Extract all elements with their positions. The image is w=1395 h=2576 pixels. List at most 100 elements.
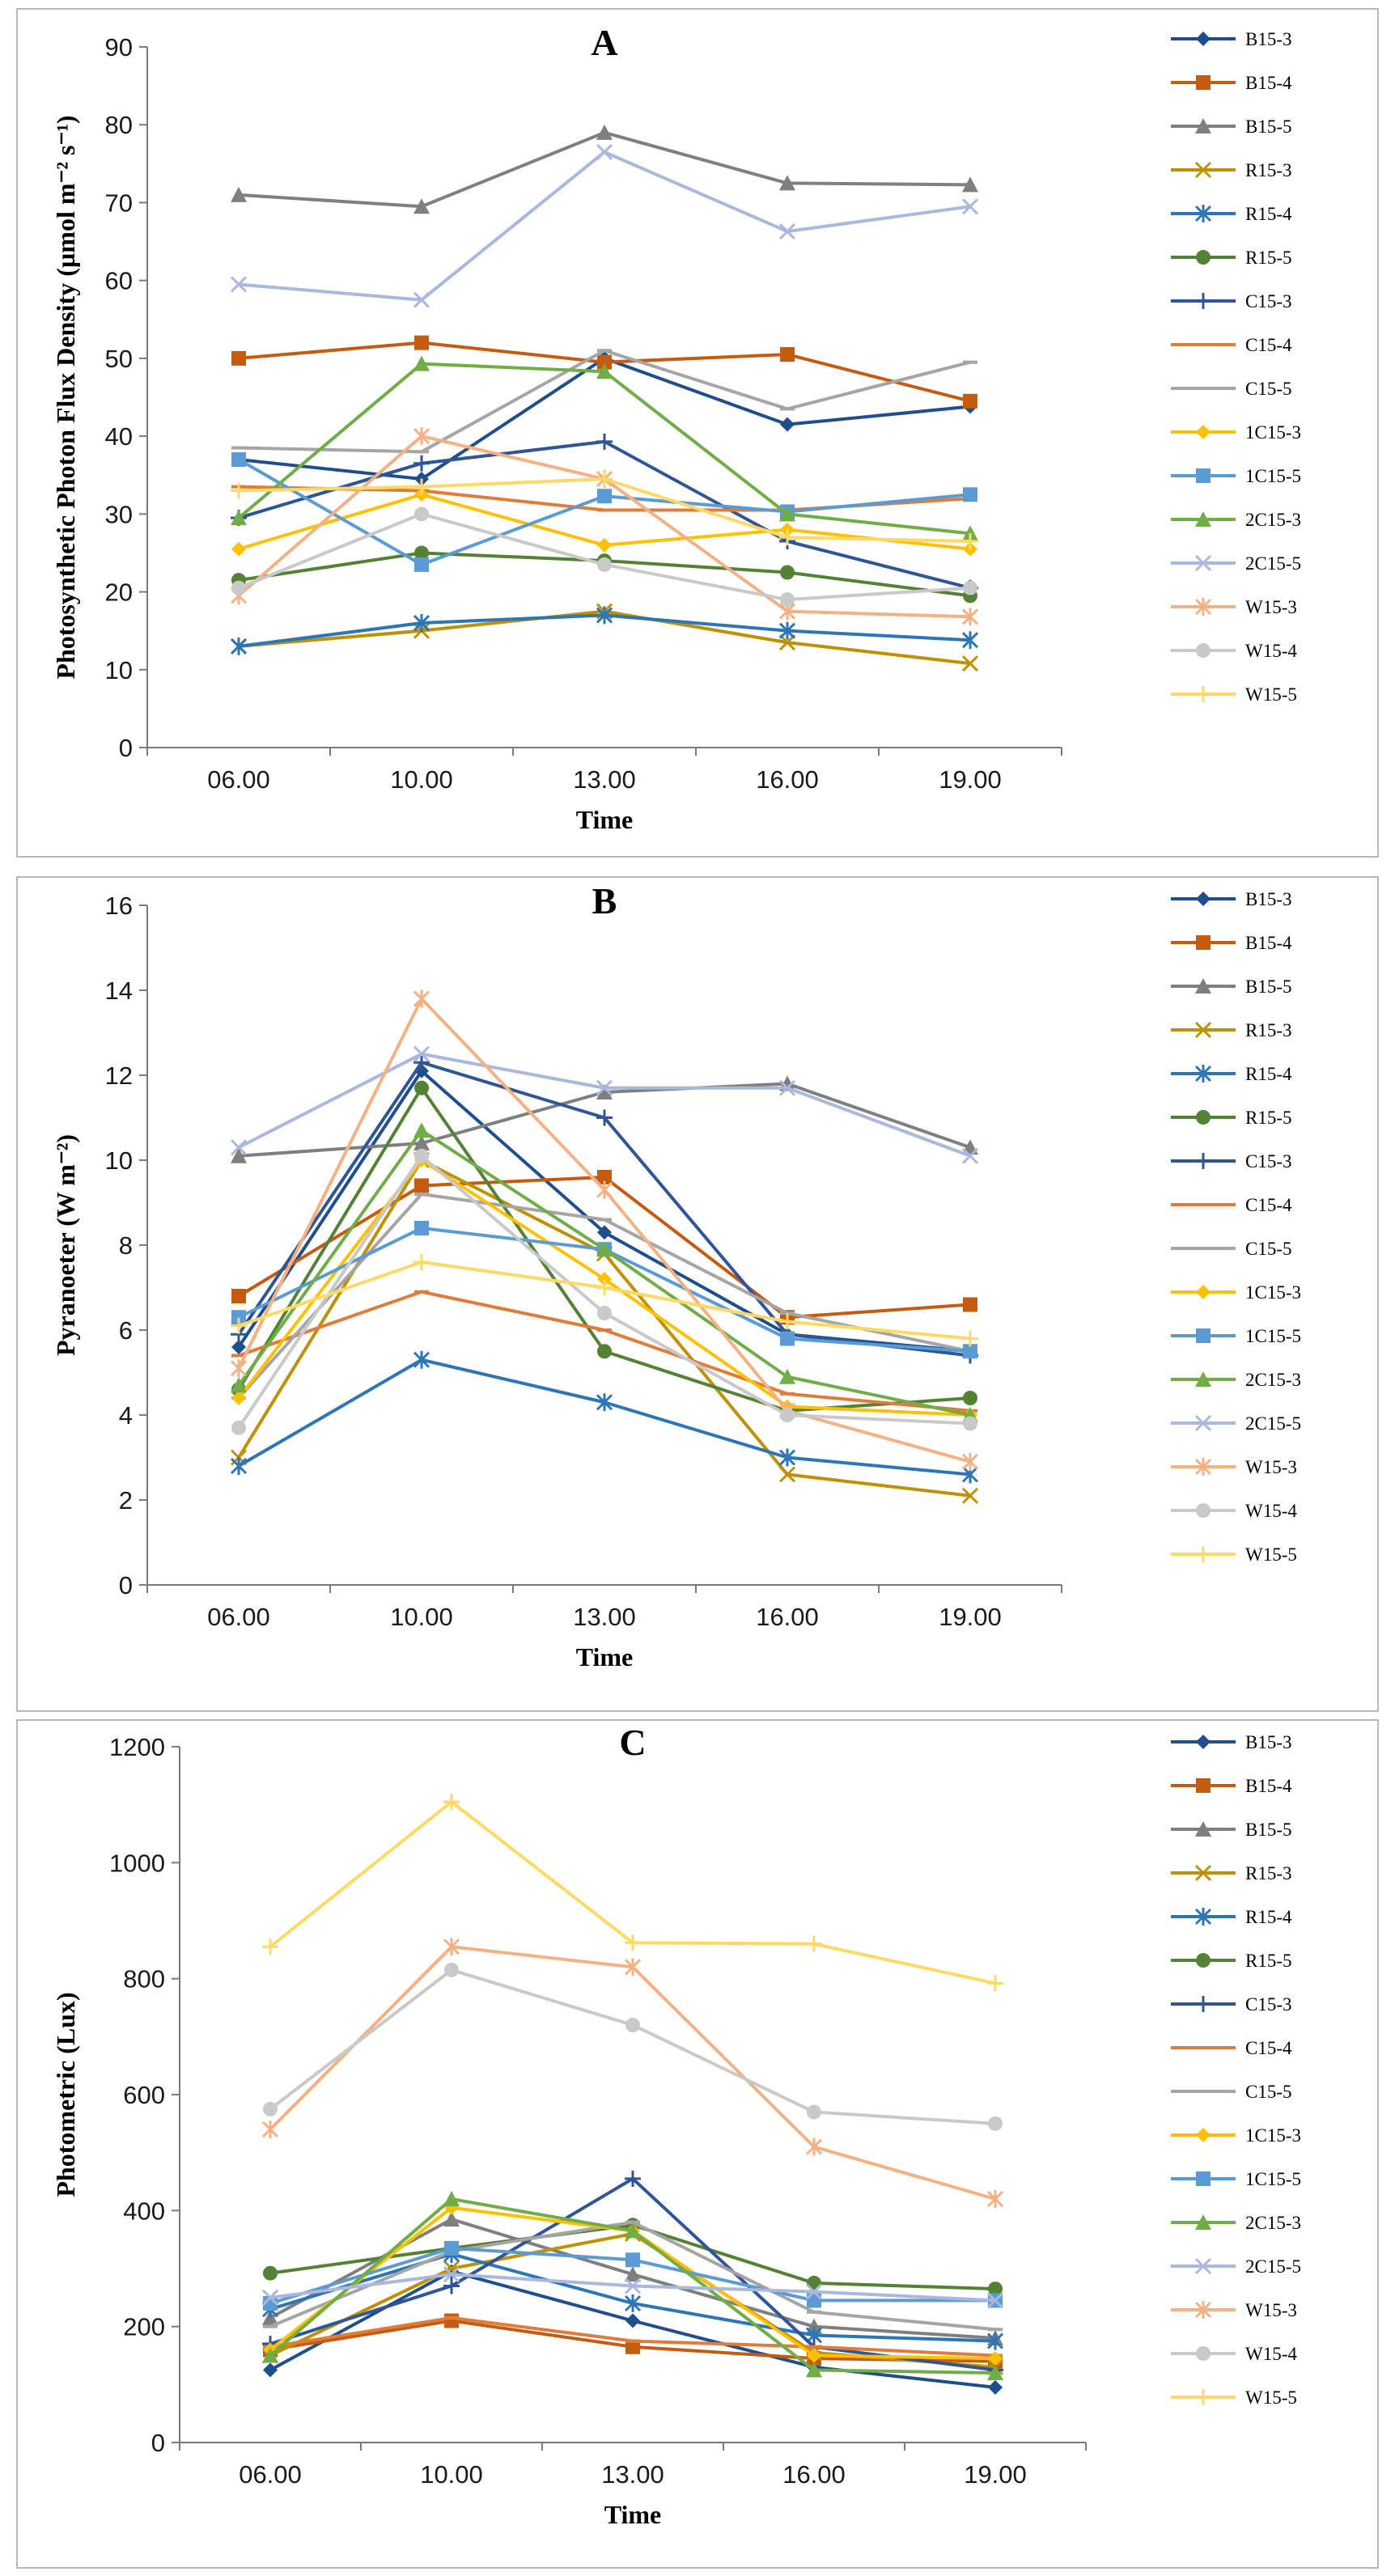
legend-item-r15-3: R15-3: [1171, 1863, 1292, 1883]
data-point: [413, 1350, 430, 1369]
data-point: [778, 222, 796, 240]
data-point: [414, 1178, 429, 1193]
data-point: [443, 1794, 460, 1811]
y-tick-label: 0: [151, 2429, 165, 2457]
data-point: [596, 363, 613, 379]
y-tick-label: 600: [123, 2081, 165, 2109]
data-point: [624, 2277, 642, 2294]
y-tick-label: 10: [105, 1146, 133, 1175]
data-point: [961, 1487, 979, 1504]
data-point: [414, 1221, 429, 1235]
data-point: [230, 1359, 248, 1378]
data-point: [230, 1139, 248, 1156]
legend-label: R15-4: [1245, 204, 1292, 224]
data-point: [261, 2121, 279, 2138]
data-point: [597, 1344, 612, 1359]
legend-marker: [1196, 468, 1211, 483]
legend-label: 2C15-5: [1245, 1413, 1301, 1434]
legend-item-r15-3: R15-3: [1171, 1020, 1292, 1040]
legend-label: B15-3: [1245, 1732, 1292, 1752]
chart-svg-b: 0 2 4 6 8 10 12 14 16 06.00 10.00 13.00 16.00 19.00 B T…: [51, 880, 1301, 1671]
series-b15-4: [231, 1170, 977, 1325]
series-w15-4: [231, 506, 977, 608]
y-tick-label: 30: [105, 500, 133, 528]
data-point: [806, 2362, 822, 2378]
data-point: [596, 124, 613, 140]
legend-item-w15-4: W15-4: [1171, 641, 1297, 661]
data-point: [413, 291, 430, 308]
legend-item-b15-3: B15-3: [1171, 1732, 1292, 1752]
legend-item-r15-4: R15-4: [1171, 204, 1292, 224]
legend-label: R15-3: [1245, 1020, 1292, 1040]
y-tick-label: 200: [123, 2313, 165, 2341]
legend-label: B15-5: [1245, 1820, 1292, 1840]
legend-label: 1C15-3: [1245, 422, 1301, 443]
data-point: [231, 482, 247, 499]
data-point: [596, 1393, 613, 1412]
legend-marker: [1194, 1414, 1212, 1432]
data-point: [778, 1466, 796, 1483]
data-point: [231, 186, 247, 202]
x-axis-title: Time: [576, 1642, 634, 1671]
data-point: [413, 1135, 430, 1150]
legend-label: R15-5: [1245, 1108, 1292, 1128]
data-point: [780, 1408, 795, 1422]
legend-label: W15-4: [1245, 1501, 1297, 1521]
data-point: [413, 1054, 430, 1071]
series-line: [269, 1945, 996, 2201]
data-point: [231, 510, 247, 526]
x-axis-title: Time: [604, 2500, 662, 2529]
data-point: [961, 655, 979, 672]
data-point: [596, 1109, 613, 1126]
data-point: [230, 1457, 248, 1475]
legend-label: 2C15-3: [1245, 2213, 1301, 2233]
legend-marker: [1194, 1908, 1212, 1926]
legend-marker: [1196, 2171, 1211, 2186]
data-point: [780, 565, 795, 580]
y-tick-label: 2: [119, 1486, 133, 1515]
legend-label: W15-4: [1245, 641, 1297, 661]
data-point: [413, 1254, 430, 1270]
data-point: [413, 614, 430, 633]
data-point: [597, 1272, 612, 1286]
legend-label: 2C15-5: [1245, 2256, 1301, 2277]
data-point: [779, 506, 795, 522]
data-point: [231, 451, 246, 467]
legend-item-b15-3: B15-3: [1171, 29, 1292, 49]
data-point: [807, 2348, 821, 2363]
legend-item-b15-3: B15-3: [1171, 889, 1292, 909]
x-tick-label: 06.00: [207, 1603, 270, 1631]
data-point: [443, 2277, 460, 2294]
legend-label: W15-5: [1245, 2387, 1297, 2408]
legend-label: C15-4: [1245, 2038, 1292, 2058]
data-point: [231, 541, 246, 557]
x-tick-label: 13.00: [573, 765, 636, 794]
legend-item-w15-5: W15-5: [1171, 1544, 1297, 1565]
legend-item-w15-3: W15-3: [1171, 597, 1297, 617]
data-point: [962, 1330, 978, 1347]
x-tick-label: 16.00: [782, 2460, 846, 2489]
data-point: [961, 631, 979, 650]
legend-item-w15-5: W15-5: [1171, 684, 1297, 705]
series-c15-5: [231, 1193, 977, 1400]
legend-label: W15-3: [1245, 597, 1297, 617]
y-tick-label: 40: [105, 422, 133, 451]
x-tick-label: 19.00: [939, 765, 1002, 794]
series-w15-5: [262, 1794, 1003, 1992]
series-b15-5: [231, 124, 978, 214]
data-point: [414, 1148, 429, 1163]
data-point: [961, 198, 979, 215]
data-point: [963, 393, 977, 409]
y-tick-label: 80: [105, 111, 133, 139]
legend-marker: [1196, 75, 1211, 90]
legend-item-c15-3: C15-3: [1171, 1994, 1292, 2015]
series-r15-4: [230, 606, 979, 655]
series-b15-5: [231, 1075, 978, 1163]
data-point: [963, 1344, 977, 1359]
x-tick-label: 16.00: [756, 1603, 819, 1631]
legend-label: B15-3: [1245, 889, 1292, 909]
legend-item-1c15-5: 1C15-5: [1171, 2169, 1301, 2189]
legend-marker: [1195, 118, 1211, 133]
legend-label: C15-5: [1245, 379, 1292, 399]
data-point: [231, 1391, 246, 1405]
